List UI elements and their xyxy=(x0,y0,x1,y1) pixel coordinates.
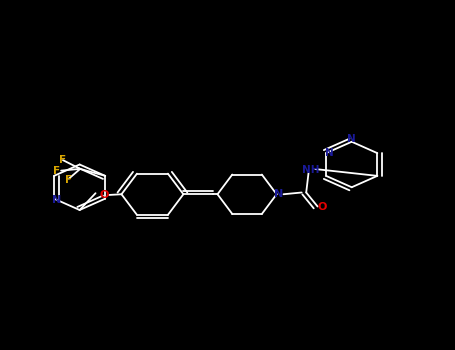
Text: F: F xyxy=(65,175,72,186)
Text: N: N xyxy=(325,148,334,158)
Text: F: F xyxy=(59,155,66,165)
Text: O: O xyxy=(99,190,108,200)
Text: NH: NH xyxy=(302,165,319,175)
Text: F: F xyxy=(53,166,60,176)
Text: O: O xyxy=(318,202,327,211)
Text: N: N xyxy=(347,134,356,144)
Text: N: N xyxy=(274,189,283,199)
Text: N: N xyxy=(52,195,61,205)
